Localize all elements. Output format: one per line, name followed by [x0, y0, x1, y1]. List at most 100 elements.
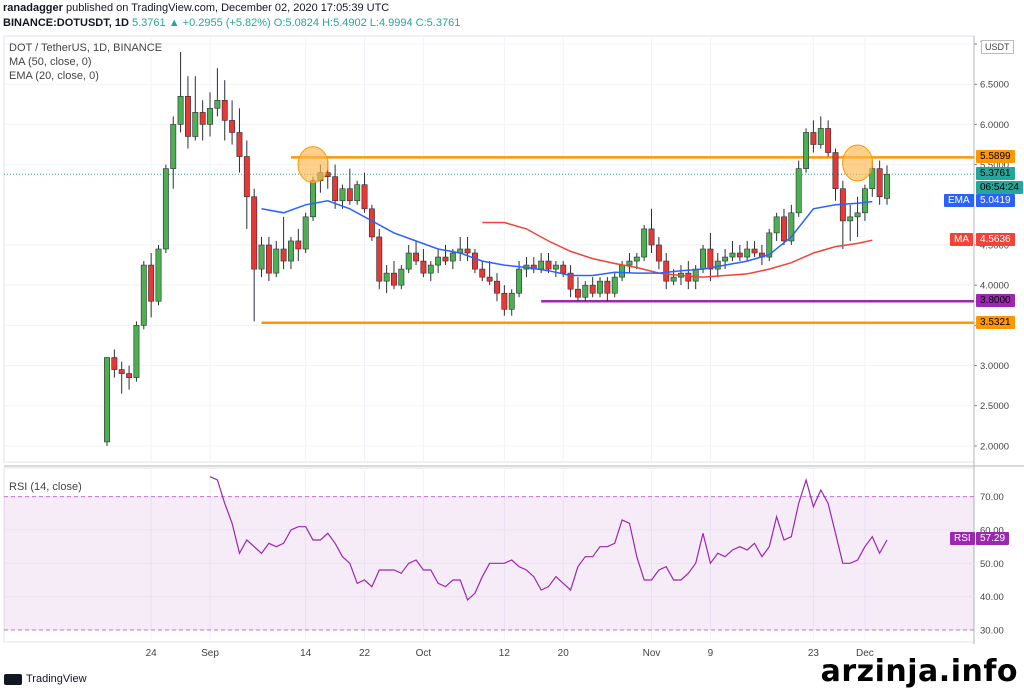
candle [788, 204, 795, 245]
x-tick-label: Dec [856, 648, 874, 659]
x-tick-label: 14 [300, 648, 312, 659]
candle-body [295, 240, 302, 250]
candle [199, 100, 206, 141]
symbol-info: BINANCE:DOTUSDT, 1D 5.3761 ▲ +0.2955 (+5… [3, 17, 460, 29]
candle-body [560, 264, 567, 274]
candle [530, 257, 537, 274]
candle-body [302, 216, 309, 250]
candle [413, 240, 420, 266]
candle-body [854, 212, 861, 218]
rsi-line [209, 476, 888, 602]
candle-body [619, 264, 626, 278]
tradingview-icon [4, 673, 22, 685]
ema-value-tag: 5.0419 [976, 194, 1015, 208]
candle [184, 76, 191, 149]
candle-body [236, 132, 243, 157]
rsi-tick-label: 30.00 [980, 626, 1004, 637]
watermark: arzinja.info [820, 654, 1018, 689]
candle-body [604, 280, 611, 294]
circle-markers [297, 144, 874, 184]
candle [655, 236, 662, 270]
candle-body [361, 184, 368, 210]
candle-body [670, 276, 677, 282]
candle-body [368, 208, 375, 238]
tradingview-brand: TradingView [26, 673, 87, 685]
candle-body [442, 256, 449, 262]
candle [192, 76, 199, 141]
candle [729, 240, 736, 262]
rsi-name-tag: RSI [950, 532, 975, 546]
indicator-lines [209, 200, 888, 602]
candle-body [162, 168, 169, 250]
author-name[interactable]: ranadagger [3, 2, 63, 14]
candles [104, 52, 890, 446]
tradingview-logo[interactable]: TradingView [4, 673, 87, 685]
candle-body [464, 248, 471, 254]
candle [494, 273, 500, 302]
candle [611, 273, 618, 298]
candle-body [177, 95, 184, 125]
candle-body [803, 132, 810, 169]
publish-info: ranadagger published on TradingView.com,… [3, 2, 389, 14]
candle [148, 253, 155, 318]
candle-body [199, 112, 206, 125]
candle [207, 92, 213, 137]
candle [744, 240, 751, 262]
candle-body [876, 168, 883, 198]
candle [582, 281, 589, 302]
x-tick-label: Sep [201, 648, 219, 659]
candle [781, 208, 787, 245]
candle-body [582, 284, 589, 298]
candle [626, 253, 633, 274]
candle [574, 277, 581, 302]
candle [766, 228, 773, 262]
candle [464, 236, 471, 262]
candle [884, 165, 890, 205]
candle-body [781, 216, 787, 242]
candle-body [251, 196, 258, 270]
ma-value-tag: 4.5636 [976, 232, 1015, 246]
y-tick-label: 2.5000 [980, 401, 1009, 412]
candle-body [589, 284, 596, 294]
candle-body [405, 252, 412, 270]
candle-body [449, 252, 456, 262]
candle-body [795, 168, 802, 214]
candle [310, 176, 316, 221]
candle [633, 253, 640, 270]
candle-body [611, 276, 618, 294]
candle [214, 68, 221, 117]
candle [508, 289, 515, 316]
candle-body [847, 216, 854, 222]
ohlc-values: O:5.0824 H:5.4902 L:4.9994 C:5.3761 [273, 17, 461, 29]
rsi-tick-label: 60.00 [980, 526, 1004, 537]
candle [339, 184, 346, 209]
rsi-value-tag: 57.29 [976, 532, 1010, 546]
candle-body [126, 373, 133, 378]
x-tick-label: 12 [499, 648, 511, 659]
candle-body [648, 228, 655, 246]
candle-body [413, 252, 420, 262]
candle-body [214, 100, 221, 109]
candle [501, 285, 508, 316]
candle [714, 253, 721, 278]
candle [847, 204, 854, 241]
candle-body [346, 188, 353, 202]
candle [140, 261, 147, 330]
x-tick-label: 24 [146, 648, 158, 659]
candle [832, 148, 839, 201]
candle-body [391, 272, 397, 286]
candle-body [641, 228, 648, 258]
candle-body [736, 252, 743, 258]
candle-body [435, 256, 442, 266]
currency-label[interactable]: USDT [981, 40, 1014, 54]
candle [236, 108, 243, 173]
candle-body [810, 132, 817, 145]
candle-body [471, 252, 478, 270]
candle-body [508, 292, 515, 310]
candle-body [111, 357, 118, 370]
candle [126, 365, 133, 390]
ma-legend: MA (50, close, 0) [9, 56, 92, 68]
level-price-tag: 5.5899 [976, 150, 1015, 164]
candle [265, 236, 272, 282]
